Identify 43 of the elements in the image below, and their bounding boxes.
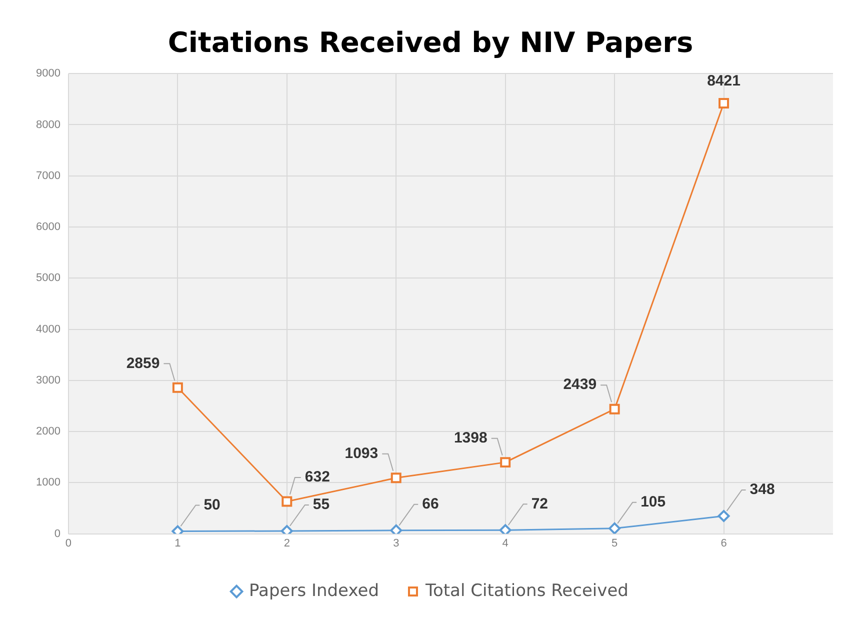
data-label: 1398 <box>454 429 488 446</box>
legend-label: Total Citations Received <box>424 580 628 601</box>
x-tick-label: 3 <box>393 537 400 550</box>
point <box>500 457 511 468</box>
point <box>608 522 621 534</box>
chart-title: Citations Received by NIV Papers <box>168 26 694 60</box>
point <box>390 524 402 534</box>
data-label: 2439 <box>563 376 597 394</box>
y-tick-label: 3000 <box>36 374 60 386</box>
y-tick-label: 0 <box>54 528 60 540</box>
x-tick-label: 2 <box>284 537 290 550</box>
point <box>172 382 183 393</box>
point <box>609 404 620 414</box>
point <box>390 472 402 484</box>
point <box>499 524 512 534</box>
legend-label: Papers Indexed <box>249 580 379 601</box>
data-label: 50 <box>204 496 220 514</box>
x-tick-label: 5 <box>612 537 618 550</box>
x-tick-label: 6 <box>720 537 727 550</box>
point <box>280 524 293 534</box>
y-tick-label: 6000 <box>36 221 60 234</box>
point <box>718 98 730 108</box>
y-tick-label: 9000 <box>36 68 60 80</box>
x-tick-label: 4 <box>502 537 508 550</box>
data-label: 72 <box>531 495 548 512</box>
data-label: 105 <box>640 494 666 511</box>
data-label: 1093 <box>344 445 378 462</box>
data-label: 348 <box>750 481 775 498</box>
data-label: 66 <box>422 496 439 513</box>
data-label: 8421 <box>707 72 740 90</box>
y-tick-label: 4000 <box>36 323 60 336</box>
data-label: 632 <box>304 468 330 486</box>
x-tick-label: 1 <box>174 537 181 550</box>
y-tick-label: 5000 <box>36 272 60 284</box>
x-tick-label: 0 <box>65 537 72 550</box>
data-label: 2859 <box>126 354 160 372</box>
y-tick-label: 2000 <box>36 426 60 438</box>
y-tick-label: 7000 <box>36 170 60 182</box>
y-tick-label: 8000 <box>36 118 60 131</box>
data-label: 55 <box>312 496 330 514</box>
point <box>718 510 730 522</box>
point <box>282 496 292 507</box>
y-tick-label: 1000 <box>36 476 60 489</box>
